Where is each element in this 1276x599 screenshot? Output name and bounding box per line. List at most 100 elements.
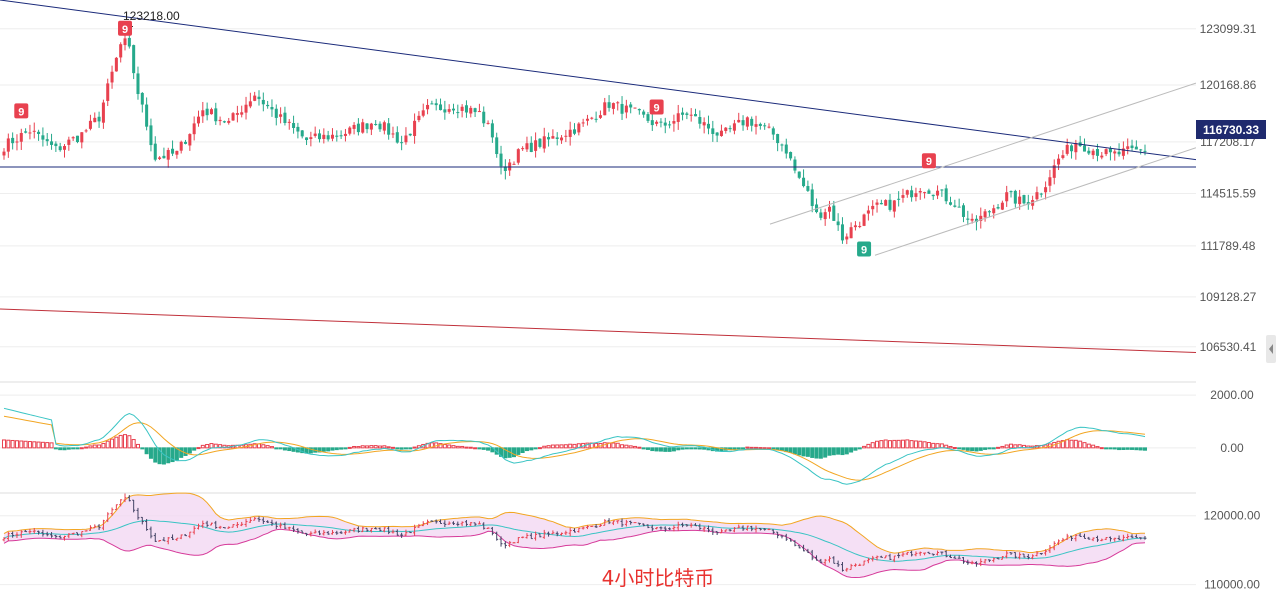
macd-histogram-bar xyxy=(6,439,11,449)
macd-histogram-bar xyxy=(200,444,205,449)
macd-histogram-bar xyxy=(892,439,897,449)
candle-body xyxy=(1113,151,1117,154)
macd-histogram-bar xyxy=(961,447,966,450)
macd-histogram-bar xyxy=(684,447,689,450)
candle-body xyxy=(706,123,710,129)
candle-body xyxy=(97,116,101,122)
bollinger-tick-label: 110000.00 xyxy=(1204,578,1260,592)
candle-body xyxy=(624,105,628,113)
candle-body xyxy=(689,114,693,116)
macd-histogram-bar xyxy=(754,446,759,449)
collapse-panel-handle[interactable] xyxy=(1266,335,1276,363)
candle-body xyxy=(486,122,490,124)
red-trendline xyxy=(0,308,1196,354)
candle-body xyxy=(944,188,948,202)
candle-body xyxy=(71,137,75,139)
macd-histogram-bar xyxy=(741,447,746,450)
chevron-left-icon[interactable] xyxy=(1269,344,1273,354)
candle-body xyxy=(153,143,157,160)
candle-body xyxy=(473,108,477,113)
candle-body xyxy=(512,163,516,165)
candle-body xyxy=(443,109,447,113)
candle-body xyxy=(93,117,97,123)
candle-body xyxy=(11,137,15,144)
macd-histogram-bar xyxy=(1117,447,1122,451)
price-tick-label: 111789.48 xyxy=(1201,239,1256,253)
macd-histogram-bar xyxy=(477,447,482,450)
macd-histogram-bar xyxy=(79,447,84,450)
macd-histogram-bar xyxy=(209,443,214,449)
macd-histogram-bar xyxy=(455,445,460,449)
macd-histogram-bar xyxy=(196,447,201,450)
macd-histogram-bar xyxy=(127,435,132,449)
macd-histogram-bar xyxy=(641,447,646,450)
price-axis: 123099.31120168.86117208.17114515.591117… xyxy=(1200,22,1261,592)
candle-body xyxy=(750,118,754,126)
candle-body xyxy=(564,135,568,137)
candle-body xyxy=(616,102,620,104)
macd-histogram-bar xyxy=(71,447,76,450)
candle-body xyxy=(560,137,564,141)
candle-body xyxy=(827,206,832,212)
candle-body xyxy=(1039,193,1043,195)
macd-histogram-bar xyxy=(758,447,763,450)
macd-histogram-bar xyxy=(101,443,106,449)
macd-histogram-bar xyxy=(615,442,620,449)
candle-body xyxy=(110,71,114,83)
macd-histogram-bar xyxy=(667,447,672,452)
macd-histogram-bar xyxy=(274,447,279,450)
candle-body xyxy=(793,159,797,171)
macd-histogram-bar xyxy=(732,447,737,450)
macd-histogram-bar xyxy=(14,440,19,449)
macd-histogram-bar xyxy=(187,447,192,454)
candle-body xyxy=(823,212,827,220)
candle-body xyxy=(41,135,45,140)
candle-body xyxy=(1013,190,1017,204)
candle-body xyxy=(421,110,425,116)
macd-histogram-bar xyxy=(572,443,577,449)
candle-body xyxy=(369,123,373,130)
macd-histogram-bar xyxy=(1056,440,1061,449)
candle-body xyxy=(529,142,533,153)
candle-body xyxy=(149,125,153,146)
candle-body xyxy=(1126,146,1130,149)
candle-body xyxy=(910,190,914,198)
macd-histogram-bar xyxy=(857,447,862,450)
candle-body xyxy=(469,107,473,114)
macd-histogram-bar xyxy=(766,447,772,450)
candle-body xyxy=(287,121,291,123)
candle-body xyxy=(119,44,123,58)
candle-body xyxy=(2,151,6,156)
macd-histogram-bar xyxy=(658,447,663,452)
candle-body xyxy=(84,130,88,132)
macd-histogram-bar xyxy=(218,444,223,449)
candle-body xyxy=(948,202,953,205)
macd-histogram-bar xyxy=(978,447,983,451)
candle-body xyxy=(365,123,369,130)
macd-histogram-bar xyxy=(637,446,642,449)
candle-body xyxy=(1018,196,1022,205)
macd-histogram-bar xyxy=(1112,447,1117,450)
macd-histogram-bar xyxy=(749,446,754,449)
macd-histogram-bar xyxy=(676,447,681,451)
macd-histogram-bar xyxy=(537,447,542,450)
candle-body xyxy=(590,117,594,119)
macd-histogram-bar xyxy=(823,447,828,458)
price-tick-label: 109128.27 xyxy=(1200,290,1257,304)
macd-histogram-bar xyxy=(516,447,521,455)
candle-body xyxy=(905,190,909,195)
candle-body xyxy=(106,83,110,101)
macd-histogram-bar xyxy=(650,447,655,452)
macd-histogram-bar xyxy=(360,445,365,449)
candle-body xyxy=(594,118,598,120)
macd-histogram-bar xyxy=(632,445,638,449)
candle-body xyxy=(845,236,849,240)
candle-body xyxy=(1022,195,1026,204)
td-sequential-marker: 9 xyxy=(118,20,133,36)
candle-body xyxy=(918,190,922,193)
grid xyxy=(0,28,1196,586)
macd-histogram-bar xyxy=(974,447,979,452)
candle-body xyxy=(853,225,857,228)
candle-body xyxy=(732,123,736,131)
candle-body xyxy=(101,102,105,123)
